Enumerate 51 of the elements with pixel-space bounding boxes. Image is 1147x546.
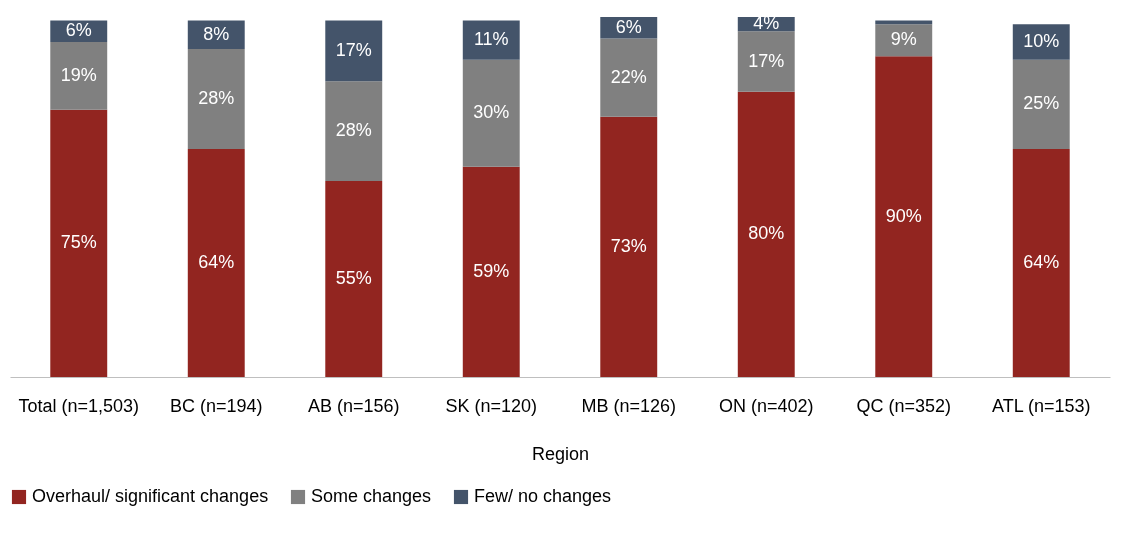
- x-tick-label: QC (n=352): [856, 395, 952, 416]
- bar: [325, 81, 383, 181]
- data-label: 75%: [60, 232, 97, 253]
- data-label: 6%: [65, 20, 92, 41]
- data-label: 59%: [473, 260, 510, 281]
- bar: [600, 116, 658, 377]
- data-label: 6%: [615, 16, 642, 37]
- bar: [325, 20, 383, 82]
- data-label: 10%: [1023, 30, 1060, 51]
- x-tick-label: MB (n=126): [581, 395, 677, 416]
- bar: [462, 166, 520, 377]
- data-label: 25%: [1023, 93, 1060, 114]
- data-label: 22%: [610, 66, 647, 87]
- x-tick-label: SK (n=120): [445, 395, 538, 416]
- bar: [462, 59, 520, 167]
- x-tick-label: Total (n=1,503): [18, 395, 140, 416]
- data-label: 64%: [1023, 251, 1060, 272]
- data-label: 28%: [335, 120, 372, 141]
- legend-label: Some changes: [311, 486, 432, 506]
- data-label: 90%: [885, 205, 922, 226]
- bar: [50, 41, 108, 110]
- bar: [600, 38, 658, 117]
- data-label: 9%: [890, 29, 917, 50]
- x-tick-label: BC (n=194): [169, 395, 263, 416]
- data-label: 73%: [610, 235, 647, 256]
- x-tick-label: ATL (n=153): [991, 395, 1091, 416]
- data-label: 80%: [748, 223, 785, 244]
- data-label: 30%: [473, 102, 510, 123]
- data-label: 11%: [473, 29, 509, 50]
- bar: [325, 180, 383, 377]
- x-tick-label: AB (n=156): [307, 395, 400, 416]
- bar: [1012, 59, 1070, 149]
- data-label: 28%: [198, 87, 235, 108]
- data-label: 55%: [335, 267, 372, 288]
- bar: [737, 31, 795, 92]
- x-axis-title: Region: [531, 443, 590, 464]
- data-label: 17%: [335, 39, 372, 60]
- bar: [875, 56, 933, 377]
- data-label: 17%: [748, 50, 785, 71]
- data-label: 19%: [60, 64, 97, 85]
- data-label: 8%: [203, 23, 230, 44]
- bar: [187, 49, 245, 149]
- bar: [187, 148, 245, 377]
- data-label: 64%: [198, 251, 235, 272]
- bar: [737, 91, 795, 377]
- bar: [462, 20, 520, 60]
- legend-label: Few/ no changes: [474, 486, 612, 506]
- x-tick-label: ON (n=402): [718, 395, 814, 416]
- bar: [1012, 148, 1070, 377]
- bar: [50, 109, 108, 377]
- legend-label: Overhaul/ significant changes: [32, 486, 269, 506]
